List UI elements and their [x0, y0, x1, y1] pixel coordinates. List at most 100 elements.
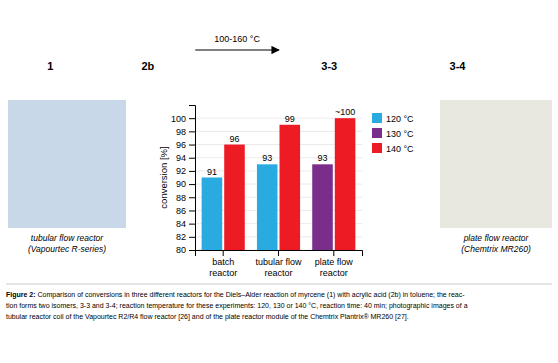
legend-label: 120 °C — [386, 114, 414, 124]
y-axis: 80 82 84 86 88 90 92 94 96 98 100 — [171, 106, 196, 256]
reaction-scheme: 1 2b 3-3 3-4 100-160 °C — [47, 34, 466, 72]
data-label: 93 — [262, 153, 272, 163]
legend-swatch — [372, 113, 382, 123]
separator — [6, 284, 552, 285]
data-label: 99 — [285, 114, 295, 124]
y-tick: 100 — [171, 114, 195, 124]
y-tick-mark — [189, 171, 195, 172]
x-axis-line — [196, 251, 363, 257]
y-tick-label: 98 — [176, 127, 186, 137]
data-label: 91 — [207, 167, 217, 177]
x-tick-label: batchreactor — [209, 257, 237, 277]
y-tick-mark — [189, 237, 195, 238]
y-tick: 90 — [176, 179, 195, 189]
x-tick-mark — [333, 250, 334, 256]
x-tick-label-line: batch — [212, 257, 234, 267]
y-tick-label: 96 — [176, 140, 186, 150]
x-tick-label-line: reactor — [264, 268, 292, 278]
photo-label: (Chemtrix MR260) — [461, 244, 531, 254]
y-tick: 86 — [176, 206, 195, 216]
legend-swatch — [372, 128, 382, 138]
y-tick-label: 92 — [176, 166, 186, 176]
y-tick-mark — [189, 131, 195, 132]
y-tick: 98 — [176, 127, 195, 137]
x-tick-label-line: reactor — [320, 268, 348, 278]
caption-text: tion forms two isomers, 3-3 and 3-4; rea… — [6, 302, 468, 310]
photo-placeholder — [440, 100, 552, 228]
x-tick-mark — [223, 250, 224, 256]
x-tick-label: tubular flowreactor — [255, 257, 302, 277]
y-tick-label: 86 — [176, 206, 186, 216]
compound-label: 3-4 — [450, 60, 467, 72]
photo-label: plate flow reactor — [463, 233, 530, 243]
x-tick: plate flowreactor — [315, 250, 354, 278]
y-tick-mark — [189, 197, 195, 198]
photo-label: tubular flow reactor — [31, 233, 104, 243]
caption: Figure 2: Comparison of conversions in t… — [6, 291, 468, 321]
caption-bold: Figure 2: — [6, 291, 36, 299]
caption-text: tubular reactor coil of the Vapourtec R2… — [6, 313, 409, 321]
grid — [195, 118, 362, 250]
caption-line: Figure 2: Comparison of conversions in t… — [6, 291, 465, 299]
reaction-arrow — [195, 49, 279, 50]
caption-line: tubular reactor coil of the Vapourtec R2… — [6, 313, 409, 321]
photo: tubular flow reactor(Vapourtec R-series) — [8, 100, 126, 254]
data-label: ~100 — [335, 107, 355, 117]
figure: 12b3-33-4100-160 °Ctubular flow reactor(… — [0, 0, 558, 363]
compound-label: 1 — [47, 60, 53, 72]
photo-label: (Vapourtec R-series) — [28, 244, 106, 254]
y-tick-label: 94 — [176, 153, 186, 163]
y-tick-label: 84 — [176, 219, 186, 229]
y-tick-label: 82 — [176, 232, 186, 242]
x-axis: batchreactortubular flowreactorplate flo… — [196, 250, 363, 278]
y-tick: 82 — [176, 232, 195, 242]
caption-line: tion forms two isomers, 3-3 and 3-4; rea… — [6, 302, 468, 310]
y-tick-label: 90 — [176, 179, 186, 189]
bar-chart: 91 96 93 99 93 ~100 80 82 84 86 88 90 92 94 96 98 100 bat… — [158, 106, 414, 278]
y-tick-mark — [189, 158, 195, 159]
y-tick-mark — [189, 184, 195, 185]
arrow-label: 100-160 °C — [214, 34, 260, 44]
bar — [224, 145, 245, 250]
bar — [280, 125, 301, 250]
x-tick-label: plate flowreactor — [315, 257, 354, 277]
y-axis-title: conversion [%] — [158, 146, 169, 208]
x-tick-label-line: tubular flow — [255, 257, 302, 267]
x-tick: tubular flowreactor — [255, 250, 302, 278]
y-tick: 88 — [176, 193, 195, 203]
legend-item: 140 °C — [372, 143, 414, 154]
y-tick-mark — [189, 250, 195, 251]
legend-item: 130 °C — [372, 128, 414, 139]
y-tick: 94 — [176, 153, 195, 163]
bar — [312, 164, 333, 250]
y-tick-mark — [189, 118, 195, 119]
photo: plate flow reactor(Chemtrix MR260) — [440, 100, 552, 254]
legend-label: 140 °C — [386, 144, 414, 154]
data-labels: 91 96 93 99 93 ~100 — [207, 107, 355, 176]
photo-placeholder — [8, 100, 126, 228]
bar — [257, 164, 278, 250]
y-tick: 96 — [176, 140, 195, 150]
x-tick-label-line: plate flow — [315, 257, 354, 267]
legend-swatch — [372, 143, 382, 153]
legend-label: 130 °C — [386, 129, 414, 139]
data-label: 96 — [229, 134, 239, 144]
y-tick: 84 — [176, 219, 195, 229]
caption-text: Comparison of conversions in three diffe… — [36, 291, 466, 299]
y-tick-label: 88 — [176, 193, 186, 203]
legend: 120 °C 130 °C 140 °C — [372, 113, 414, 154]
x-tick-label-line: reactor — [209, 268, 237, 278]
y-tick-mark — [189, 224, 195, 225]
compound-label: 3-3 — [321, 60, 337, 72]
y-tick-mark — [189, 145, 195, 146]
y-tick-label: 80 — [176, 245, 186, 255]
legend-item: 120 °C — [372, 113, 414, 124]
y-tick-mark — [189, 210, 195, 211]
x-tick: batchreactor — [209, 250, 237, 278]
data-label: 93 — [318, 153, 328, 163]
compound-label: 2b — [141, 60, 154, 72]
y-axis-line — [189, 106, 196, 251]
x-tick-mark — [278, 250, 279, 256]
bars — [202, 118, 356, 250]
y-tick: 92 — [176, 166, 195, 176]
